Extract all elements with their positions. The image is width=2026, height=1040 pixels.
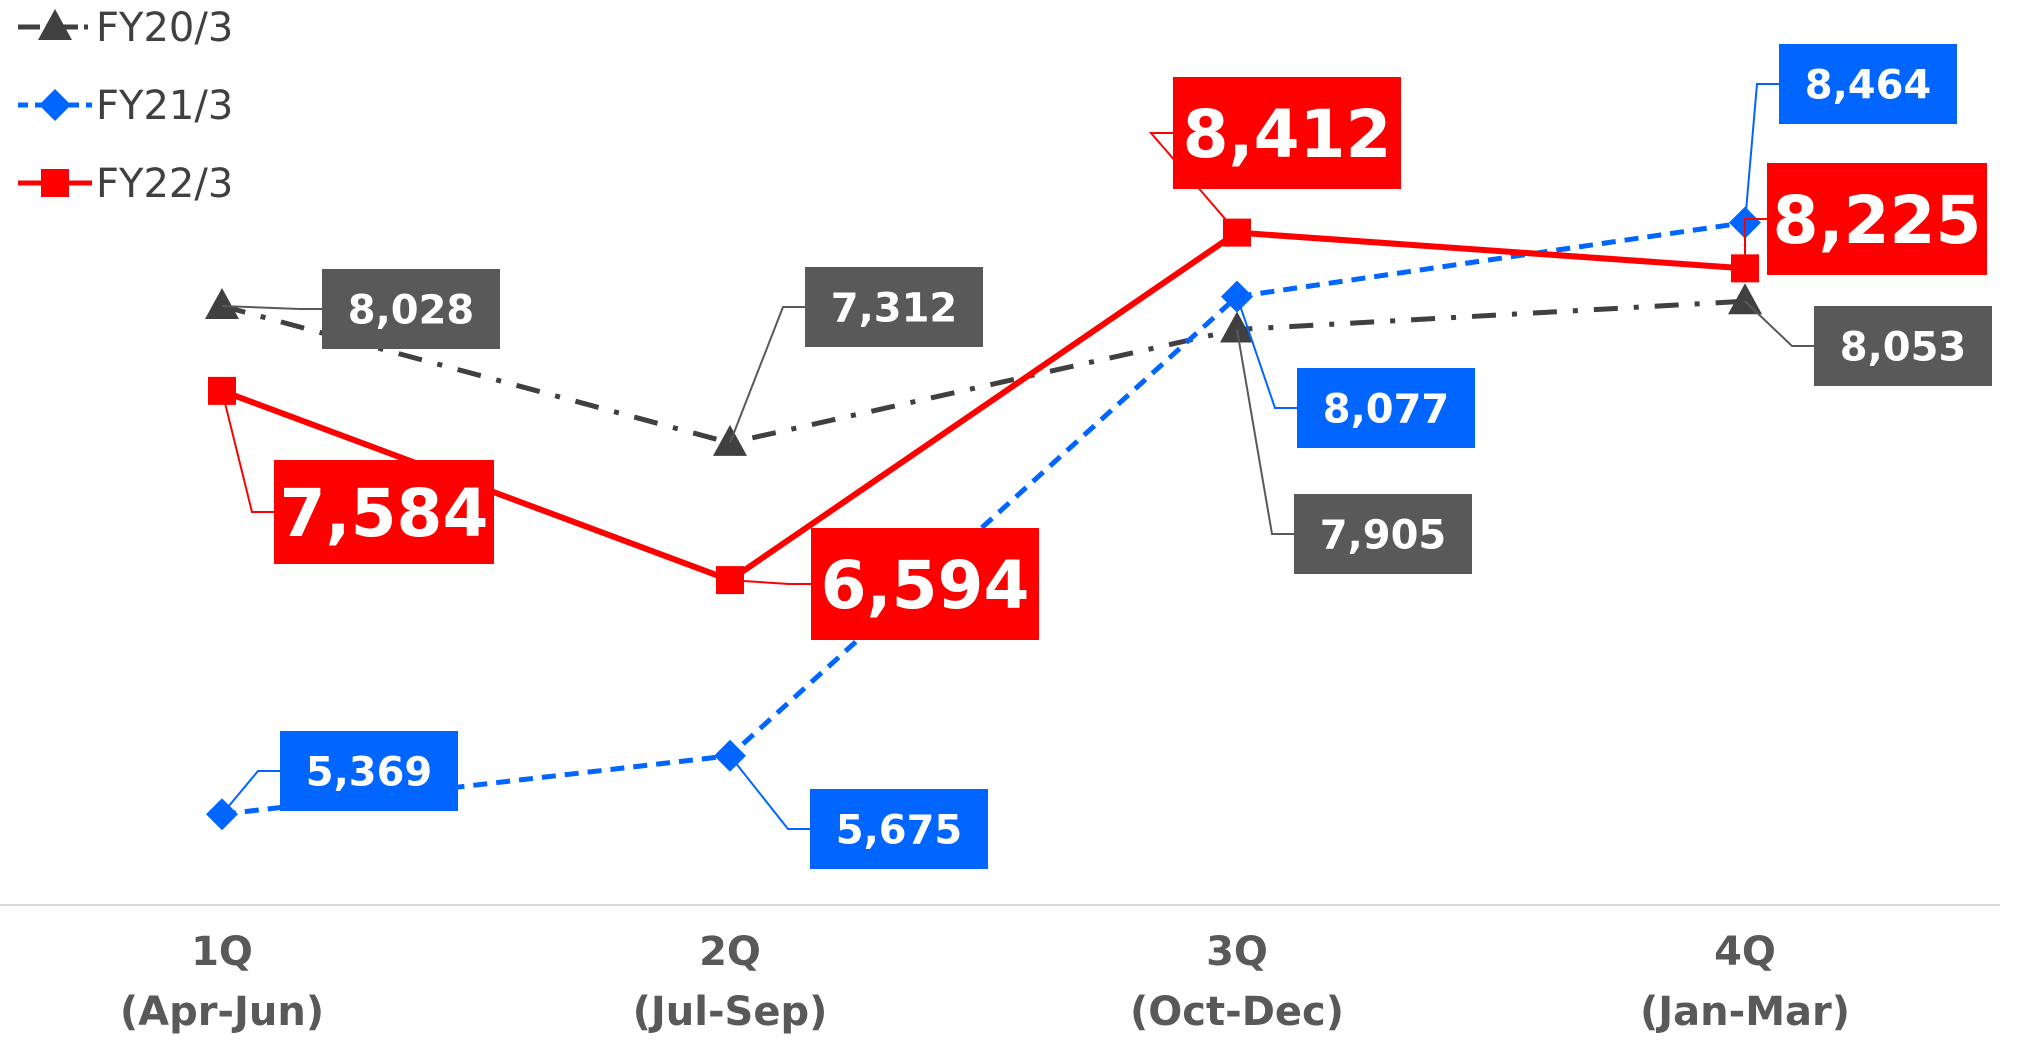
legend-marker bbox=[39, 89, 71, 121]
data-label-box bbox=[322, 269, 500, 349]
leader-line bbox=[221, 770, 280, 815]
data-label-box bbox=[1173, 77, 1401, 189]
data-label-box bbox=[1767, 163, 1987, 275]
data-point bbox=[1220, 311, 1254, 343]
leader-line bbox=[729, 755, 810, 830]
x-tick-label: 4Q bbox=[1714, 929, 1776, 975]
x-tick-label: (Oct-Dec) bbox=[1130, 989, 1344, 1035]
data-label-box bbox=[810, 789, 988, 869]
data-label-box bbox=[274, 460, 494, 564]
data-label-box bbox=[1814, 306, 1992, 386]
data-label: 8,028 bbox=[348, 287, 475, 333]
data-label-box bbox=[1779, 44, 1957, 124]
series-line bbox=[221, 298, 1746, 446]
data-label: 8,077 bbox=[1323, 386, 1450, 432]
data-label-box bbox=[1297, 368, 1475, 448]
leader-line bbox=[1236, 296, 1297, 409]
data-label: 7,584 bbox=[280, 475, 489, 552]
series-line bbox=[221, 220, 1746, 817]
x-tick-label: 2Q bbox=[699, 929, 761, 975]
data-label-box bbox=[1294, 494, 1472, 574]
data-label: 8,053 bbox=[1840, 324, 1967, 370]
leader-line bbox=[729, 306, 805, 444]
leader-line bbox=[1236, 329, 1294, 535]
legend-marker bbox=[38, 9, 72, 40]
leader-line bbox=[1744, 300, 1814, 347]
legend-label: FY21/3 bbox=[96, 83, 233, 129]
data-label: 6,594 bbox=[821, 547, 1030, 624]
x-tick-label: (Jul-Sep) bbox=[633, 989, 828, 1035]
data-label: 8,225 bbox=[1773, 182, 1982, 259]
leader-line bbox=[1148, 132, 1238, 234]
data-label: 5,369 bbox=[306, 749, 433, 795]
legend-label: FY22/3 bbox=[96, 161, 233, 207]
data-label: 7,312 bbox=[831, 285, 958, 331]
leader-line bbox=[221, 305, 322, 310]
x-tick-label: 1Q bbox=[191, 929, 253, 975]
data-label: 8,412 bbox=[1183, 96, 1392, 173]
data-label-box bbox=[811, 528, 1039, 640]
x-tick-label: (Jan-Mar) bbox=[1640, 989, 1850, 1035]
data-point bbox=[205, 288, 239, 320]
data-label: 5,675 bbox=[836, 807, 963, 853]
legend-marker bbox=[41, 169, 69, 197]
data-label-box bbox=[805, 267, 983, 347]
leader-line bbox=[729, 579, 811, 585]
data-label: 8,464 bbox=[1805, 62, 1932, 108]
legend-label: FY20/3 bbox=[96, 5, 233, 51]
x-tick-label: (Apr-Jun) bbox=[120, 989, 324, 1035]
x-tick-label: 3Q bbox=[1206, 929, 1268, 975]
leader-line bbox=[1744, 218, 1767, 269]
data-label: 7,905 bbox=[1320, 512, 1447, 558]
leader-line bbox=[1744, 83, 1779, 223]
data-point bbox=[1728, 283, 1762, 315]
data-label-box bbox=[280, 731, 458, 811]
leader-line bbox=[221, 390, 274, 513]
